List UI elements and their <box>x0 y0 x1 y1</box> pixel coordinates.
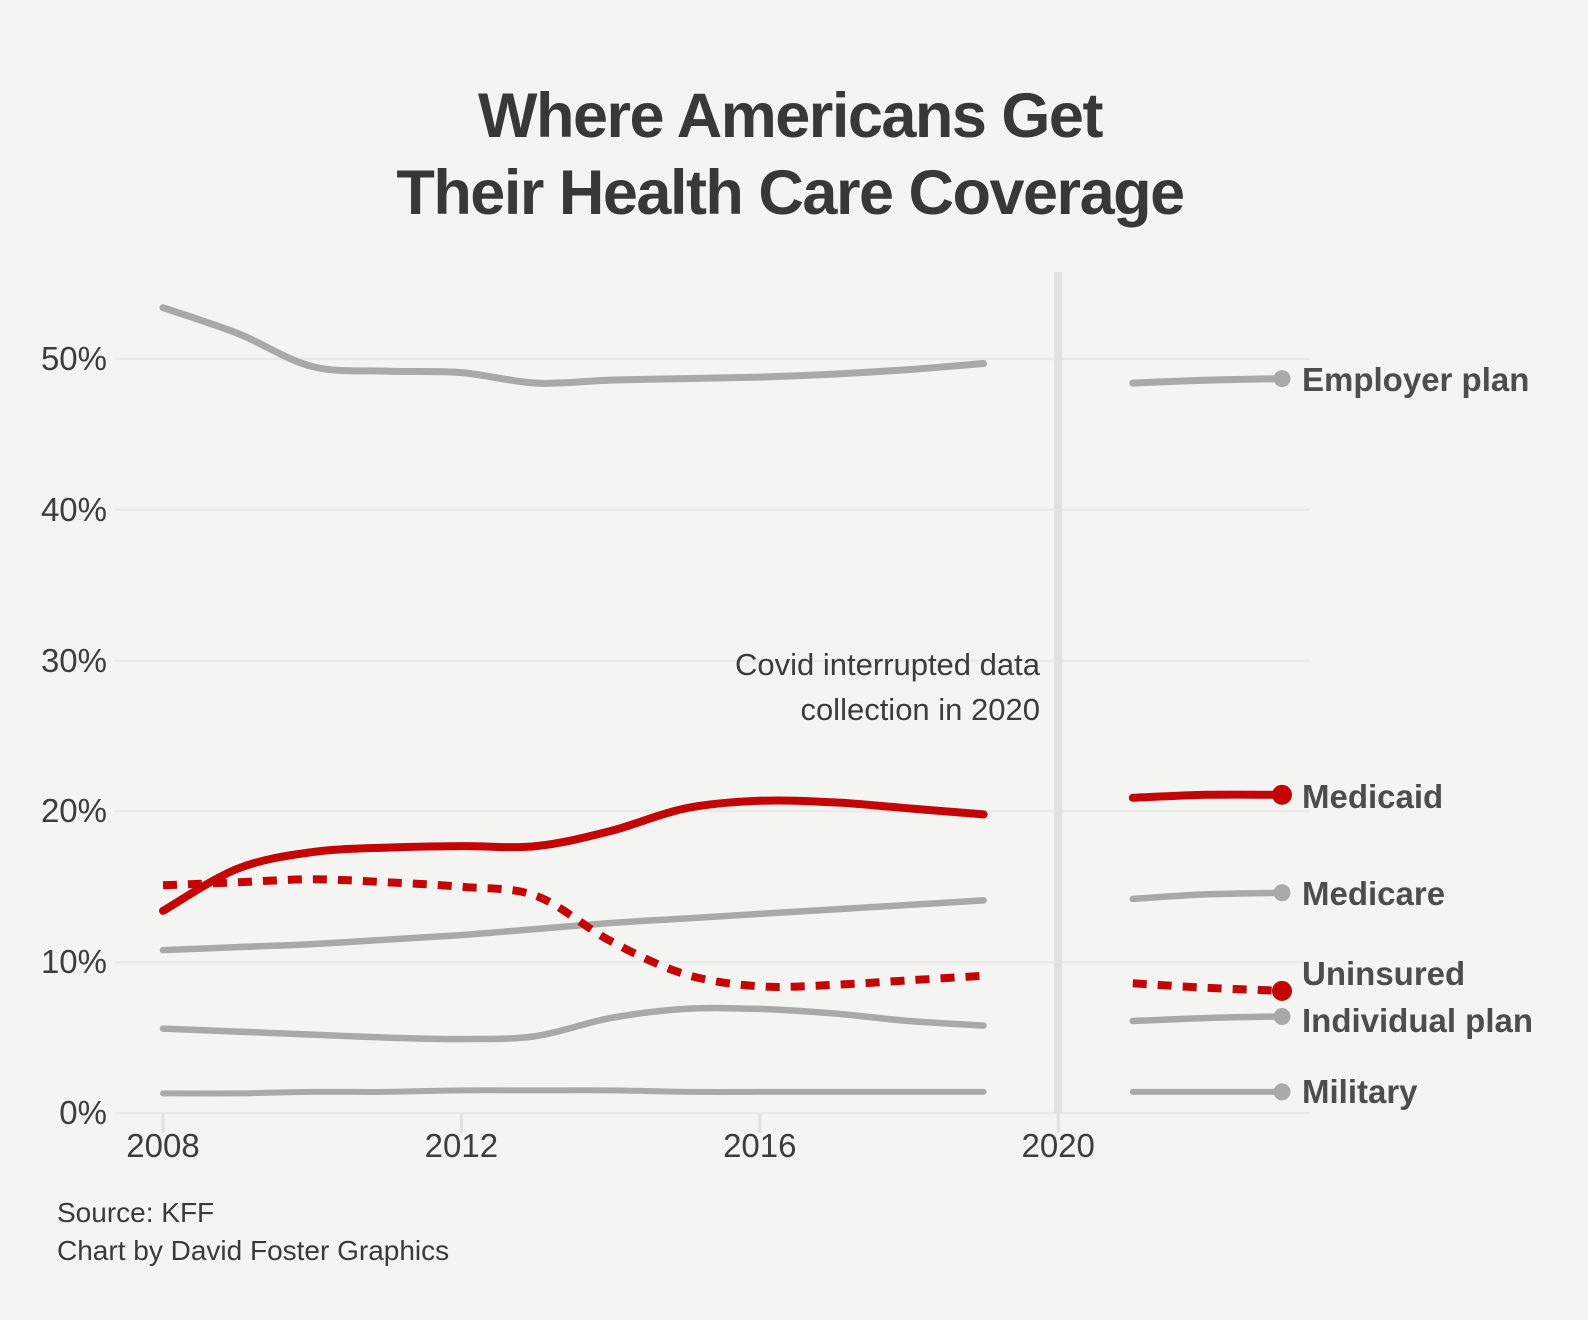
line-medicare <box>159 897 987 954</box>
y-tick-label-20%: 20% <box>40 792 107 830</box>
chart-title-line2: Their Health Care Coverage <box>396 158 1185 228</box>
covid-annotation-line2: collection in 2020 <box>800 692 1040 727</box>
x-tick-label-2016: 2016 <box>723 1127 797 1164</box>
y-tick-label-0%: 0% <box>59 1094 107 1131</box>
y-tick-label-10%: 10% <box>40 943 107 981</box>
end-dot-medicare <box>1273 884 1291 902</box>
covid-annotation: Covid interrupted data collection in 2020 <box>735 642 1040 732</box>
credit-line: Chart by David Foster Graphics <box>57 1235 450 1266</box>
legend-label-uninsured: Uninsured <box>1302 955 1466 992</box>
legend-label-military: Military <box>1302 1073 1418 1110</box>
line-individual-post <box>1129 1013 1286 1025</box>
x-tick-label-2020: 2020 <box>1021 1127 1095 1164</box>
end-dot-individual <box>1273 1008 1291 1025</box>
end-dot-medicaid <box>1272 784 1292 805</box>
y-tick-label-40%: 40% <box>40 490 107 528</box>
x-tick-label-2008: 2008 <box>126 1127 200 1164</box>
legend-label-employer-plan: Employer plan <box>1302 361 1530 398</box>
end-dot-military <box>1273 1083 1291 1101</box>
legend-label-individual-plan: Individual plan <box>1302 1002 1534 1039</box>
source-note: Source: KFF Chart by David Foster Graphi… <box>57 1194 449 1270</box>
line-medicaid <box>159 796 988 915</box>
chart-title-line1: Where Americans Get <box>478 81 1103 151</box>
source-line: Source: KFF <box>57 1197 215 1228</box>
line-uninsured-post <box>1132 979 1283 995</box>
line-employer-post <box>1129 375 1286 387</box>
legend-label-medicaid: Medicaid <box>1302 778 1444 815</box>
y-tick-label-50%: 50% <box>40 340 107 377</box>
line-individual <box>159 1004 987 1043</box>
covid-annotation-line1: Covid interrupted data <box>734 647 1040 682</box>
line-uninsured <box>162 875 984 991</box>
line-employer <box>159 304 988 387</box>
end-dot-employer <box>1273 370 1291 388</box>
line-military <box>160 1087 987 1097</box>
y-tick-label-30%: 30% <box>40 641 107 679</box>
chart-title: Where Americans Get Their Health Care Cov… <box>0 78 1580 232</box>
x-tick-label-2012: 2012 <box>424 1127 499 1164</box>
end-dot-uninsured <box>1272 980 1292 1001</box>
legend-label-medicare: Medicare <box>1302 875 1446 912</box>
line-medicaid-post <box>1128 790 1286 802</box>
line-medicare-post <box>1129 889 1286 903</box>
